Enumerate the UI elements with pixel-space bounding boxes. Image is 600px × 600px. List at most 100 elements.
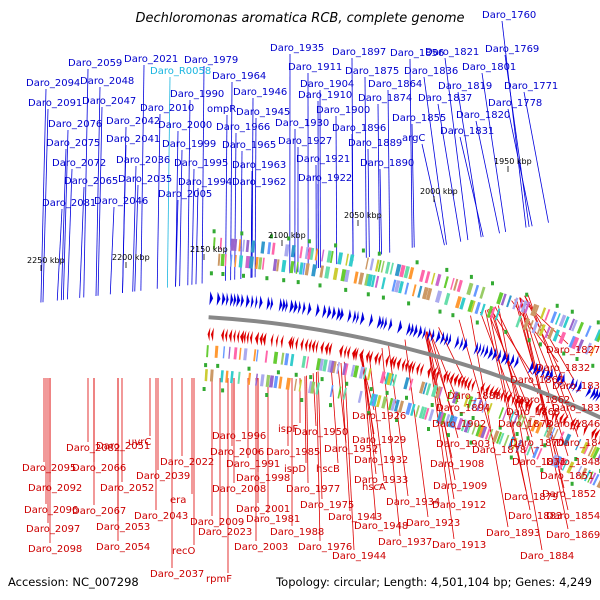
reverse-gene-label[interactable]: Daro_1833: [552, 381, 600, 392]
forward-gene-label[interactable]: Daro_1897: [332, 47, 386, 58]
reverse-gene-label[interactable]: Daro_1861: [510, 375, 564, 386]
forward-gene-label[interactable]: Daro_1935: [270, 43, 324, 54]
reverse-gene-label[interactable]: Daro_1934: [386, 497, 440, 508]
forward-gene-label[interactable]: Daro_1962: [232, 177, 286, 188]
forward-gene-label[interactable]: Daro_2046: [94, 196, 148, 207]
forward-gene-label[interactable]: Daro_1995: [174, 158, 228, 169]
reverse-gene-label[interactable]: Daro_1873: [498, 419, 552, 430]
reverse-gene-label[interactable]: Daro_1923: [406, 518, 460, 529]
forward-gene-label[interactable]: Daro_R0058: [150, 66, 211, 77]
reverse-gene-label[interactable]: Daro_1944: [332, 551, 386, 562]
reverse-gene-label[interactable]: Daro_1932: [354, 455, 408, 466]
reverse-gene-label[interactable]: Daro_2097: [26, 524, 80, 535]
reverse-gene-label[interactable]: ispD: [284, 464, 306, 475]
forward-gene-label[interactable]: Daro_1900: [316, 105, 370, 116]
forward-gene-label[interactable]: Daro_1864: [368, 79, 422, 90]
forward-gene-label[interactable]: Daro_1875: [345, 66, 399, 77]
forward-gene-label[interactable]: Daro_2091: [28, 98, 82, 109]
forward-gene-label[interactable]: Daro_1979: [184, 55, 238, 66]
reverse-gene-label[interactable]: rpmF: [206, 574, 232, 585]
reverse-gene-label[interactable]: Daro_2022: [160, 457, 214, 468]
reverse-gene-label[interactable]: Daro_1893: [486, 528, 540, 539]
forward-gene-label[interactable]: Daro_1921: [296, 154, 350, 165]
reverse-gene-label[interactable]: Daro_1943: [328, 512, 382, 523]
forward-gene-label[interactable]: Daro_2059: [68, 58, 122, 69]
reverse-gene-label[interactable]: Daro_1878: [472, 445, 526, 456]
forward-gene-label[interactable]: Daro_1831: [440, 126, 494, 137]
reverse-gene-label[interactable]: Daro_1846: [546, 419, 600, 430]
reverse-gene-label[interactable]: Daro_1991: [226, 459, 280, 470]
reverse-gene-label[interactable]: Daro_1862: [516, 395, 570, 406]
reverse-gene-label[interactable]: Daro_1977: [286, 484, 340, 495]
reverse-gene-label[interactable]: Daro_1912: [432, 500, 486, 511]
forward-gene-label[interactable]: Daro_1966: [216, 122, 270, 133]
reverse-gene-label[interactable]: Daro_2067: [72, 506, 126, 517]
reverse-gene-label[interactable]: Daro_1902: [432, 419, 486, 430]
reverse-gene-label[interactable]: Daro_1869: [546, 530, 600, 541]
forward-gene-label[interactable]: Daro_1890: [360, 158, 414, 169]
forward-gene-label[interactable]: Daro_1945: [236, 107, 290, 118]
forward-gene-label[interactable]: Daro_1771: [504, 81, 558, 92]
forward-gene-label[interactable]: Daro_2047: [82, 96, 136, 107]
forward-gene-label[interactable]: Daro_2000: [158, 120, 212, 131]
forward-gene-label[interactable]: Daro_2094: [26, 78, 80, 89]
forward-gene-label[interactable]: Daro_1990: [170, 89, 224, 100]
reverse-gene-label[interactable]: Daro_2023: [198, 527, 252, 538]
reverse-gene-label[interactable]: recO: [172, 546, 196, 557]
reverse-gene-label[interactable]: Daro_1996: [212, 431, 266, 442]
reverse-gene-label[interactable]: Daro_1884: [520, 551, 574, 562]
reverse-gene-label[interactable]: hscA: [362, 482, 386, 493]
reverse-gene-label[interactable]: Daro_2008: [212, 484, 266, 495]
reverse-gene-label[interactable]: Daro_1937: [378, 537, 432, 548]
forward-gene-label[interactable]: Daro_1874: [358, 93, 412, 104]
forward-gene-label[interactable]: Daro_2036: [116, 155, 170, 166]
reverse-gene-label[interactable]: Daro_1976: [298, 542, 352, 553]
reverse-gene-label[interactable]: Daro_2001: [236, 504, 290, 515]
reverse-gene-label[interactable]: Daro_1950: [294, 427, 348, 438]
forward-gene-label[interactable]: Daro_1760: [482, 10, 536, 21]
forward-gene-label[interactable]: Daro_1819: [438, 81, 492, 92]
forward-gene-label[interactable]: Daro_2081: [42, 198, 96, 209]
forward-gene-label[interactable]: Daro_1910: [298, 90, 352, 101]
forward-gene-label[interactable]: Daro_1836: [404, 66, 458, 77]
forward-gene-label[interactable]: Daro_2065: [64, 176, 118, 187]
reverse-gene-label[interactable]: Daro_1913: [432, 540, 486, 551]
reverse-gene-label[interactable]: Daro_2006: [210, 447, 264, 458]
forward-gene-label[interactable]: Daro_1821: [425, 47, 479, 58]
reverse-gene-label[interactable]: ispF: [278, 424, 298, 435]
forward-gene-label[interactable]: Daro_2005: [158, 189, 212, 200]
reverse-gene-label[interactable]: hscB: [316, 464, 340, 475]
reverse-gene-label[interactable]: Daro_1851: [540, 471, 594, 482]
forward-gene-label[interactable]: Daro_1904: [300, 79, 354, 90]
reverse-gene-label[interactable]: Daro_2009: [190, 517, 244, 528]
forward-gene-label[interactable]: Daro_1896: [332, 123, 386, 134]
forward-gene-label[interactable]: Daro_2075: [46, 138, 100, 149]
reverse-gene-label[interactable]: Daro_1870: [510, 438, 564, 449]
forward-gene-label[interactable]: Daro_1963: [232, 160, 286, 171]
reverse-gene-label[interactable]: Daro_2098: [28, 544, 82, 555]
forward-gene-label[interactable]: Daro_1964: [212, 71, 266, 82]
reverse-gene-label[interactable]: Daro_2037: [150, 569, 204, 580]
reverse-gene-label[interactable]: Daro_2096: [24, 505, 78, 516]
reverse-gene-label[interactable]: Daro_1854: [546, 511, 600, 522]
forward-gene-label[interactable]: Daro_1922: [298, 173, 352, 184]
forward-gene-label[interactable]: Daro_2072: [52, 158, 106, 169]
reverse-gene-label[interactable]: Daro_2066: [72, 463, 126, 474]
forward-gene-label[interactable]: Daro_2042: [106, 116, 160, 127]
reverse-gene-label[interactable]: uvrC: [128, 437, 151, 448]
reverse-gene-label[interactable]: Daro_1883: [508, 511, 562, 522]
forward-gene-label[interactable]: Daro_1856: [390, 48, 444, 59]
reverse-gene-label[interactable]: Daro_1894: [436, 403, 490, 414]
forward-gene-label[interactable]: Daro_1946: [233, 87, 287, 98]
forward-gene-label[interactable]: Daro_1837: [418, 93, 472, 104]
reverse-gene-label[interactable]: Daro_1926: [352, 411, 406, 422]
reverse-gene-label[interactable]: Daro_2054: [96, 542, 150, 553]
reverse-gene-label[interactable]: Daro_1868: [506, 407, 560, 418]
forward-gene-label[interactable]: Daro_2010: [140, 103, 194, 114]
reverse-gene-label[interactable]: Daro_2053: [96, 522, 150, 533]
reverse-gene-label[interactable]: Daro_1827: [546, 345, 600, 356]
reverse-gene-label[interactable]: Daro_1848: [546, 457, 600, 468]
reverse-gene-label[interactable]: Daro_2092: [28, 483, 82, 494]
reverse-gene-label[interactable]: Daro_1871: [512, 457, 566, 468]
reverse-gene-label[interactable]: Daro_1988: [270, 527, 324, 538]
